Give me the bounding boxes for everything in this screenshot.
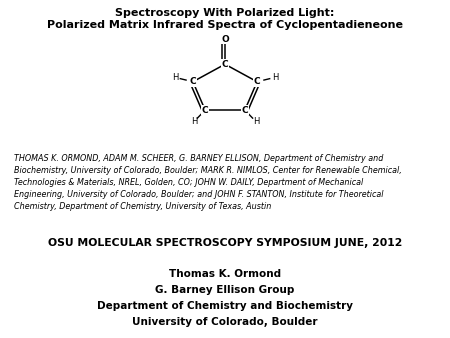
Text: Department of Chemistry and Biochemistry: Department of Chemistry and Biochemistry	[97, 301, 353, 311]
Text: H: H	[172, 73, 178, 82]
Text: C: C	[189, 77, 196, 86]
Text: C: C	[222, 60, 228, 69]
Text: C: C	[242, 105, 248, 115]
Text: O: O	[221, 35, 229, 44]
Text: Spectroscopy With Polarized Light:: Spectroscopy With Polarized Light:	[115, 8, 335, 19]
Text: G. Barney Ellison Group: G. Barney Ellison Group	[155, 285, 295, 295]
Text: OSU MOLECULAR SPECTROSCOPY SYMPOSIUM JUNE, 2012: OSU MOLECULAR SPECTROSCOPY SYMPOSIUM JUN…	[48, 238, 402, 248]
Text: Thomas K. Ormond: Thomas K. Ormond	[169, 269, 281, 279]
Text: Polarized Matrix Infrared Spectra of Cyclopentadieneone: Polarized Matrix Infrared Spectra of Cyc…	[47, 20, 403, 30]
Text: C: C	[202, 105, 208, 115]
Text: H: H	[272, 73, 278, 82]
Text: H: H	[191, 117, 197, 126]
Text: H: H	[253, 117, 259, 126]
Text: University of Colorado, Boulder: University of Colorado, Boulder	[132, 317, 318, 328]
Text: C: C	[254, 77, 261, 86]
Text: THOMAS K. ORMOND, ADAM M. SCHEER, G. BARNEY ELLISON, Department of Chemistry and: THOMAS K. ORMOND, ADAM M. SCHEER, G. BAR…	[14, 154, 401, 211]
